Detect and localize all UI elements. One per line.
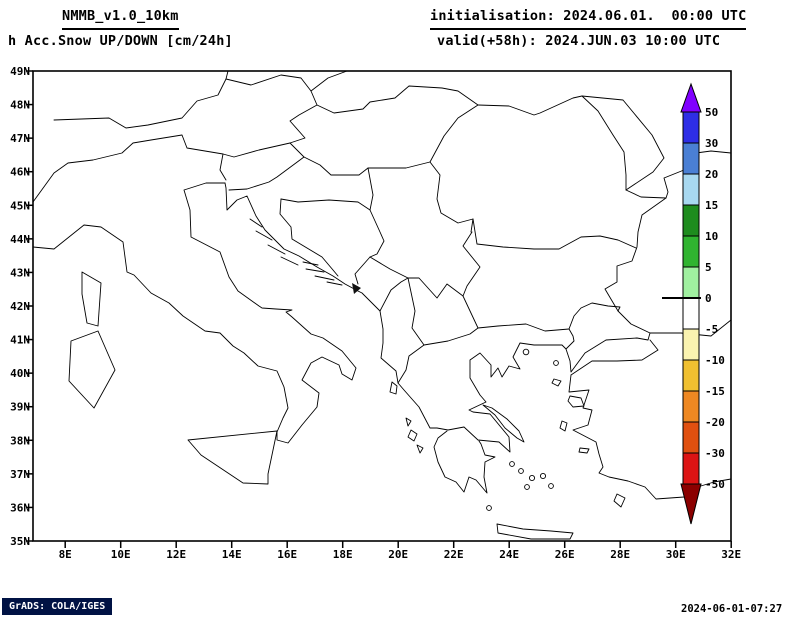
lat-label: 42N — [10, 300, 30, 313]
lon-label: 20E — [388, 548, 408, 561]
lat-label: 37N — [10, 468, 30, 481]
lon-label: 18E — [333, 548, 353, 561]
lat-label: 38N — [10, 434, 30, 447]
lat-label: 48N — [10, 99, 30, 112]
model-title: NMMB_v1.0_10km — [62, 8, 179, 30]
colorbar-segment — [682, 111, 700, 144]
lat-label: 43N — [10, 266, 30, 279]
snow-spot — [352, 283, 361, 294]
lat-label: 49N — [10, 65, 30, 78]
lat-label: 40N — [10, 367, 30, 380]
colorbar-segment — [682, 328, 700, 361]
colorbar-level-label: 5 — [705, 261, 712, 274]
parameter-title: h Acc.Snow UP/DOWN [cm/24h] — [8, 33, 233, 49]
lon-label: 24E — [499, 548, 519, 561]
colorbar-level-label: 20 — [705, 168, 718, 181]
colorbar-level-label: -15 — [705, 385, 725, 398]
colorbar-segment — [682, 421, 700, 454]
lon-label: 12E — [166, 548, 186, 561]
colorbar-segment — [682, 204, 700, 237]
valid-time-label: valid(+58h): 2024.JUN.03 10:00 UTC — [437, 33, 721, 49]
lat-label: 35N — [10, 535, 30, 548]
colorbar-segment — [682, 142, 700, 175]
lon-label: 22E — [444, 548, 464, 561]
grads-credit: GrADS: COLA/IGES — [2, 598, 113, 615]
colorbar-level-label: 10 — [705, 230, 718, 243]
colorbar-level-label: -50 — [705, 478, 725, 491]
lon-label: 16E — [277, 548, 297, 561]
islands — [68, 218, 626, 540]
lon-label: 30E — [666, 548, 686, 561]
lat-label: 45N — [10, 199, 30, 212]
colorbar-arrow-bottom — [680, 483, 702, 525]
colorbar-arrow-top — [680, 82, 702, 113]
colorbar-segment — [682, 235, 700, 268]
lat-label: 41N — [10, 334, 30, 347]
colorbar-level-label: 15 — [705, 199, 718, 212]
lat-label: 36N — [10, 501, 30, 514]
lat-label: 39N — [10, 401, 30, 414]
lon-label: 26E — [555, 548, 575, 561]
lon-label: 28E — [610, 548, 630, 561]
colorbar-level-label: -20 — [705, 416, 725, 429]
colorbar-segment — [682, 452, 700, 485]
init-time-label: initialisation: 2024.06.01. 00:00 UTC — [430, 8, 747, 30]
colorbar-segment — [682, 266, 700, 299]
colorbar-segment — [682, 359, 700, 392]
colorbar-segment — [682, 297, 700, 330]
colorbar-segment — [682, 390, 700, 423]
colorbar-level-label: 50 — [705, 106, 718, 119]
lat-label: 47N — [10, 132, 30, 145]
lat-label: 46N — [10, 166, 30, 179]
lon-label: 10E — [111, 548, 131, 561]
country-borders — [32, 70, 667, 384]
colorbar-level-label: 30 — [705, 137, 718, 150]
colorbar-segment — [682, 173, 700, 206]
lon-label: 14E — [222, 548, 242, 561]
colorbar-level-label: -30 — [705, 447, 725, 460]
colorbar-level-label: -10 — [705, 354, 725, 367]
lat-label: 44N — [10, 233, 30, 246]
creation-timestamp: 2024-06-01-07:27 — [681, 603, 783, 615]
colorbar-level-label: -5 — [705, 323, 718, 336]
colorbar-level-label: 0 — [705, 292, 712, 305]
lon-label: 32E — [721, 548, 741, 561]
lon-label: 8E — [59, 548, 72, 561]
